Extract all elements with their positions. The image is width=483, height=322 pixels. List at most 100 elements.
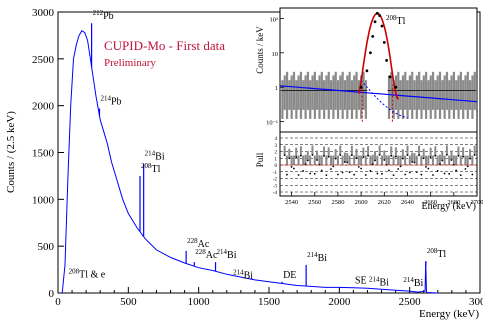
inset-error-bar — [341, 71, 344, 119]
peak-label-text: Ac — [206, 250, 218, 261]
peak-label: DE — [283, 270, 296, 281]
x-tick-label: 1500 — [258, 296, 281, 308]
peak-label-sup: 214 — [369, 275, 380, 283]
inset-error-bar — [408, 75, 411, 110]
pull-error-bar — [360, 155, 363, 165]
pull-point — [394, 155, 397, 158]
inset-x-tick-label: 2600 — [355, 199, 368, 206]
pull-error-bar — [327, 147, 330, 157]
peak-label-text: Bi — [318, 253, 328, 264]
pull-point — [357, 165, 360, 168]
y-tick-label: 0 — [49, 288, 55, 300]
pull-point — [290, 165, 293, 168]
inset-error-bar — [387, 75, 391, 119]
pull-error-bar — [436, 155, 439, 165]
inset-error-bar — [283, 75, 286, 110]
pull-error-bar — [392, 155, 395, 165]
pull-point — [471, 173, 474, 176]
pull-error-bar — [346, 153, 349, 163]
pull-tick-label: 4 — [275, 137, 278, 142]
pull-error-bar — [399, 155, 402, 165]
inset-error-bar — [436, 75, 439, 110]
y-tick-label: 2000 — [32, 101, 55, 113]
pull-point — [436, 170, 439, 172]
pull-point — [406, 154, 409, 156]
inset-error-bar — [466, 71, 469, 119]
pull-point — [399, 165, 402, 168]
annotation-label: 208Tl & e — [69, 268, 106, 281]
inset-data-point — [380, 24, 384, 28]
peak-label-sup: 214 — [307, 251, 318, 259]
pull-point — [439, 163, 441, 166]
pull-point — [295, 156, 298, 158]
inset-error-bar — [452, 71, 456, 119]
pull-point — [348, 171, 351, 174]
pull-error-bar — [420, 155, 423, 165]
pull-error-bar — [387, 155, 390, 165]
pull-error-bar — [371, 154, 374, 165]
pull-error-bar — [462, 147, 465, 157]
y-tick-label: 1000 — [32, 194, 55, 206]
pull-point — [306, 159, 309, 162]
pull-error-bar — [431, 155, 434, 165]
inset-error-bar — [302, 80, 305, 110]
inset-error-bar — [455, 80, 458, 110]
pull-error-bar — [438, 154, 441, 165]
pull-error-bar — [390, 146, 393, 156]
pull-point — [367, 154, 369, 157]
peak-label: 214Bi — [145, 150, 165, 163]
pull-point — [408, 171, 411, 174]
pull-error-bar — [332, 155, 335, 165]
y-tick-label: 1500 — [32, 148, 55, 160]
inset-error-bar — [411, 71, 414, 119]
pull-error-bar — [434, 146, 437, 156]
pull-error-bar — [295, 147, 298, 158]
pull-error-bar — [299, 146, 302, 156]
x-tick-label: 2500 — [399, 296, 422, 308]
pull-point — [297, 174, 300, 176]
pull-error-bar — [455, 155, 458, 165]
peak-label: 214Bi — [217, 248, 237, 261]
peak-label-sup: 214 — [217, 248, 228, 256]
pull-point — [350, 154, 353, 157]
pull-error-bar — [283, 145, 286, 156]
inset-error-bar — [355, 71, 358, 119]
pull-point — [311, 153, 314, 156]
pull-error-bar — [313, 155, 316, 165]
inset-peak-sup: 208 — [386, 14, 397, 22]
peak-label: 208Tl — [141, 162, 161, 175]
pull-error-bar — [418, 145, 421, 156]
inset-error-bar — [429, 75, 432, 119]
inset-error-bar — [401, 75, 405, 119]
inset-y-tick-label: 10 — [272, 51, 279, 58]
peak-label-sup: 214 — [233, 269, 244, 277]
pull-error-bar — [383, 150, 386, 161]
peak-label: 214Bi — [233, 269, 253, 282]
inset-error-bar — [413, 80, 416, 110]
pull-point — [364, 174, 367, 176]
pull-point — [411, 161, 414, 163]
inset-y-label: Counts / keV — [255, 26, 265, 74]
inset-error-bar — [357, 80, 360, 110]
pull-point — [469, 157, 471, 160]
peak-label-text: Tl — [437, 249, 446, 260]
pull-error-bar — [374, 151, 377, 161]
pull-error-bar — [334, 149, 337, 159]
pull-error-bar — [394, 147, 397, 157]
pull-point — [401, 157, 404, 160]
pull-error-bar — [290, 155, 293, 165]
inset-error-bar — [443, 75, 446, 119]
pull-error-bar — [473, 145, 476, 156]
pull-point — [286, 173, 288, 176]
pull-point — [337, 173, 339, 176]
pull-point — [330, 168, 332, 170]
inset-data-point — [359, 85, 363, 89]
inset-data-point — [388, 75, 392, 79]
peak-label-text: Bi — [227, 250, 237, 261]
x-tick-label: 500 — [120, 296, 137, 308]
inset-error-bar — [420, 80, 423, 119]
peak-label-sup: 214 — [100, 94, 111, 102]
inset-x-tick-label: 2700 — [471, 199, 483, 206]
pull-error-bar — [329, 155, 332, 165]
